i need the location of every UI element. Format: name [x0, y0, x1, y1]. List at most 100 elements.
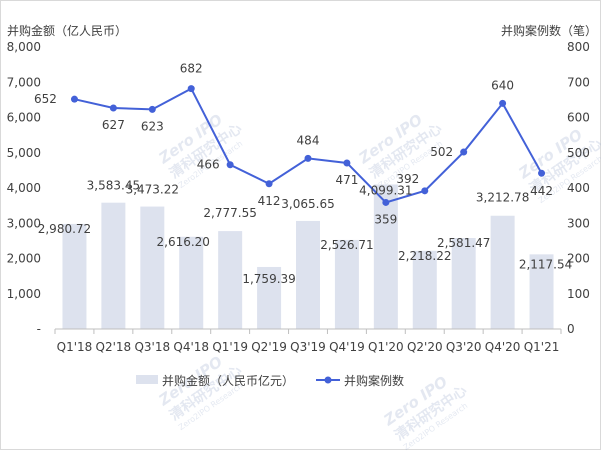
bar	[140, 206, 165, 329]
line-point	[304, 154, 312, 162]
line-value-label: 359	[374, 212, 397, 226]
y-right-tick-label: 300	[567, 216, 590, 230]
y-right-tick-label: 0	[567, 322, 575, 336]
bar	[412, 250, 437, 329]
bar-value-label: 3,212.78	[476, 191, 529, 205]
x-tick-label: Q2'18	[96, 340, 132, 354]
y-left-tick-label: 7,000	[7, 75, 41, 89]
line-value-label: 652	[34, 92, 57, 106]
legend-bar-label: 并购金额（人民币亿元）	[162, 373, 294, 388]
line-point	[226, 161, 234, 169]
bar-value-label: 1,759.39	[242, 272, 295, 286]
line-point	[148, 105, 156, 113]
bar-value-label: 2,117.54	[519, 257, 572, 271]
legend-line-marker	[324, 376, 332, 384]
line-value-label: 471	[335, 173, 358, 187]
y-right-tick-label: 100	[567, 287, 590, 301]
bar-value-label: 2,581.47	[437, 236, 490, 250]
line-layer	[70, 85, 546, 206]
y-left-ticks: - 1,000 2,000 3,000 4,000 5,000 6,000 7,000 8,00…	[7, 40, 41, 336]
y-right-tick-label: 400	[567, 181, 590, 195]
bar	[218, 231, 243, 329]
legend-line-label: 并购案例数	[344, 373, 404, 388]
x-tick-label: Q4'18	[173, 340, 209, 354]
line-point	[499, 99, 507, 107]
bar	[62, 223, 87, 329]
line-point	[460, 148, 468, 156]
data-labels: 2,980.72 3,583.453,473.22 2,616.20 2,777.55…	[34, 62, 572, 286]
bar	[490, 215, 515, 329]
bar	[296, 220, 320, 329]
y-right-title: 并购案例数（笔）	[501, 23, 597, 38]
bar	[179, 236, 204, 329]
bar	[101, 202, 126, 329]
line-point	[538, 169, 546, 177]
y-right-tick-label: 600	[567, 111, 590, 125]
x-tick-label: Q2'20	[407, 340, 443, 354]
x-tick-label: Q4'19	[329, 340, 365, 354]
x-tick-label: Q3'18	[134, 340, 170, 354]
line-value-label: 484	[297, 133, 320, 147]
legend-bar-swatch	[136, 375, 158, 384]
bar	[257, 266, 282, 329]
bar	[451, 238, 476, 329]
bar	[334, 239, 359, 329]
y-left-tick-label: 1,000	[7, 287, 41, 301]
legend: 并购金额（人民币亿元） 并购案例数	[136, 373, 404, 388]
y-right-tick-label: 700	[567, 75, 590, 89]
bar-value-label: 2,526.71	[320, 238, 373, 252]
line-value-label: 627	[102, 118, 125, 132]
line-value-label: 466	[197, 158, 220, 172]
bar-value-label: 4,099.31	[359, 183, 412, 197]
line-value-label: 623	[141, 119, 164, 133]
x-tick-label: Q3'20	[446, 340, 482, 354]
y-left-tick-label: 2,000	[7, 252, 41, 266]
line-point	[421, 187, 429, 195]
y-right-tick-label: 500	[567, 146, 590, 160]
x-ticks: Q1'18 Q2'18 Q3'18 Q4'18 Q1'19 Q2'19 Q3'19 Q4'19…	[54, 329, 562, 354]
line-value-label: 502	[430, 145, 453, 159]
x-tick-label: Q1'20	[368, 340, 404, 354]
y-left-title: 并购金额（亿人民币）	[7, 23, 127, 38]
line-value-label: 682	[180, 62, 203, 76]
y-right-tick-label: 200	[567, 252, 590, 266]
bar-value-label: 2,616.20	[157, 235, 210, 249]
x-tick-label: Q3'19	[290, 340, 326, 354]
line-point	[265, 180, 273, 188]
line-value-label: 392	[396, 172, 419, 186]
line-point	[343, 159, 351, 167]
y-left-tick-label: 3,000	[7, 216, 41, 230]
bar	[373, 184, 398, 329]
y-left-tick-label: 8,000	[7, 40, 41, 54]
bar-value-label: 3,473.22	[126, 183, 179, 197]
line-point	[187, 85, 195, 93]
x-tick-label: Q1'18	[57, 340, 93, 354]
x-tick-label: Q1'21	[524, 340, 560, 354]
bar-value-label: 3,065.65	[281, 197, 334, 211]
line-point	[382, 198, 390, 206]
line-point	[109, 104, 117, 112]
y-left-tick-label: 4,000	[7, 181, 41, 195]
line-point	[70, 95, 78, 103]
bars-layer	[62, 184, 554, 329]
line-value-label: 640	[491, 78, 514, 92]
y-right-ticks: 0 100 200 300 400 500 600 700 800	[567, 40, 590, 336]
bar-value-label: 2,980.72	[38, 222, 91, 236]
y-left-tick-label: 6,000	[7, 111, 41, 125]
bar-value-label: 2,218.22	[398, 249, 451, 263]
bar	[529, 254, 554, 329]
line-value-label: 442	[530, 184, 553, 198]
y-left-tick-label: -	[37, 322, 41, 336]
x-tick-label: Q1'19	[212, 340, 248, 354]
line-value-label: 412	[258, 194, 281, 208]
bar-value-label: 3,583.45	[87, 179, 140, 193]
y-left-tick-label: 5,000	[7, 146, 41, 160]
x-tick-label: Q2'19	[251, 340, 287, 354]
x-tick-label: Q4'20	[485, 340, 521, 354]
bar-value-label: 2,777.55	[203, 206, 256, 220]
